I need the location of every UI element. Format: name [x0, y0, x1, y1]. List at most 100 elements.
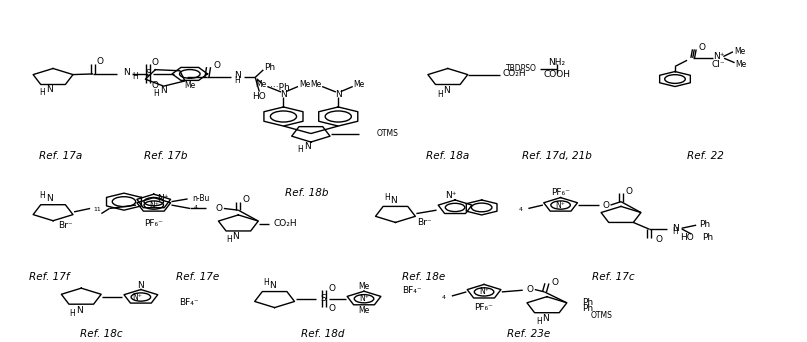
Text: N: N — [672, 224, 679, 233]
Text: O: O — [526, 285, 533, 294]
Text: N: N — [234, 71, 241, 80]
Text: O: O — [551, 278, 558, 287]
Text: O: O — [215, 204, 223, 213]
Text: COOH: COOH — [543, 70, 570, 79]
Text: N⁺: N⁺ — [479, 287, 489, 297]
Text: Ref. 17e: Ref. 17e — [177, 272, 220, 281]
Text: Me: Me — [299, 80, 310, 89]
Text: Ref. 18a: Ref. 18a — [426, 151, 470, 161]
Text: N: N — [443, 87, 449, 95]
Text: Me: Me — [353, 80, 365, 89]
Text: N: N — [391, 196, 397, 205]
Text: CO₂H: CO₂H — [274, 219, 297, 228]
Text: H: H — [69, 309, 75, 318]
Text: H: H — [235, 76, 240, 85]
Text: H: H — [384, 193, 391, 202]
Text: H: H — [40, 191, 45, 200]
Text: Me: Me — [255, 80, 266, 89]
Text: TBDPSO: TBDPSO — [505, 64, 537, 73]
Text: O: O — [152, 81, 159, 90]
Text: N: N — [160, 86, 167, 95]
Text: N⁺: N⁺ — [148, 200, 159, 210]
Text: 4: 4 — [194, 205, 198, 210]
Text: N: N — [280, 90, 286, 98]
Text: N⁺: N⁺ — [157, 195, 169, 203]
Text: NH₂: NH₂ — [548, 58, 565, 67]
Text: N: N — [47, 194, 53, 203]
Text: CO₂H: CO₂H — [503, 69, 526, 78]
Text: HO: HO — [680, 233, 694, 242]
Text: H: H — [153, 89, 159, 98]
Text: O: O — [152, 58, 159, 67]
Text: Ref. 17a: Ref. 17a — [40, 151, 83, 161]
Text: PF₆⁻: PF₆⁻ — [551, 188, 570, 197]
Text: 4: 4 — [441, 295, 445, 300]
Text: N⁺: N⁺ — [713, 52, 724, 62]
Text: Ph: Ph — [583, 298, 593, 307]
Text: Ref. 18c: Ref. 18c — [80, 329, 123, 340]
Text: PF₆⁻: PF₆⁻ — [144, 219, 163, 228]
Text: Ref. 17d, 21b: Ref. 17d, 21b — [521, 151, 592, 161]
Text: BF₄⁻: BF₄⁻ — [403, 286, 422, 295]
Text: Ref. 17f: Ref. 17f — [29, 272, 69, 281]
Text: H: H — [536, 317, 541, 326]
Text: Ph: Ph — [702, 233, 713, 242]
Text: N: N — [123, 68, 131, 77]
Text: ···Ph: ···Ph — [270, 83, 290, 92]
Text: N: N — [270, 281, 276, 290]
Text: Ref. 23e: Ref. 23e — [507, 329, 550, 340]
Text: N: N — [137, 281, 144, 290]
Text: N: N — [77, 306, 83, 315]
Text: S: S — [321, 294, 327, 303]
Text: H: H — [672, 227, 678, 236]
Text: N⁺: N⁺ — [556, 200, 566, 210]
Text: H: H — [437, 90, 442, 98]
Text: BF₄⁻: BF₄⁻ — [179, 298, 199, 307]
Text: Me: Me — [358, 282, 370, 291]
Text: O: O — [96, 57, 103, 66]
Text: H: H — [226, 235, 232, 244]
Text: Ref. 18d: Ref. 18d — [301, 329, 345, 340]
Text: N: N — [542, 314, 549, 323]
Text: O: O — [243, 195, 250, 204]
Text: Ref. 17b: Ref. 17b — [144, 151, 187, 161]
Text: O: O — [328, 304, 335, 314]
Text: Me: Me — [184, 81, 195, 90]
Text: S: S — [145, 69, 151, 78]
Text: H: H — [39, 88, 44, 97]
Text: Me: Me — [310, 80, 321, 89]
Text: OTMS: OTMS — [377, 129, 399, 138]
Text: N: N — [46, 85, 52, 94]
Text: O: O — [213, 61, 220, 70]
Text: 11: 11 — [94, 207, 101, 212]
Text: N: N — [304, 142, 311, 151]
Text: Br⁻: Br⁻ — [417, 218, 432, 227]
Text: OTMS: OTMS — [591, 311, 613, 320]
Text: N: N — [335, 90, 341, 98]
Text: O: O — [699, 43, 706, 52]
Text: Me: Me — [358, 306, 370, 315]
Text: 4: 4 — [518, 207, 522, 212]
Text: Ref. 17c: Ref. 17c — [592, 272, 634, 281]
Text: n-Bu: n-Bu — [192, 194, 209, 203]
Text: Ref. 18b: Ref. 18b — [285, 188, 328, 198]
Text: N: N — [232, 232, 240, 241]
Text: Ref. 18e: Ref. 18e — [402, 272, 445, 281]
Text: N⁺: N⁺ — [445, 191, 457, 200]
Text: O: O — [625, 187, 633, 196]
Text: Br⁻: Br⁻ — [58, 221, 73, 230]
Text: O: O — [655, 235, 663, 244]
Text: PF₆⁻: PF₆⁻ — [475, 303, 494, 312]
Text: H: H — [264, 278, 270, 287]
Text: H: H — [132, 72, 138, 81]
Text: Me: Me — [734, 47, 745, 56]
Text: Ph: Ph — [699, 220, 710, 229]
Text: H: H — [298, 145, 303, 154]
Text: HO: HO — [253, 92, 266, 101]
Text: N⁺: N⁺ — [132, 292, 142, 302]
Text: Me: Me — [735, 60, 746, 68]
Text: N⁺: N⁺ — [359, 294, 369, 303]
Text: Ph: Ph — [583, 304, 593, 314]
Text: Cl⁻: Cl⁻ — [712, 60, 725, 68]
Text: O: O — [602, 200, 609, 210]
